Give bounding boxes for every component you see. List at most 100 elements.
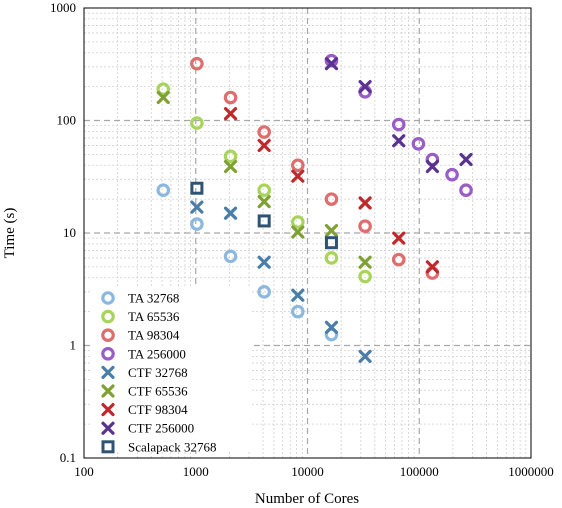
data-point: [411, 137, 426, 151]
data-point: [358, 255, 372, 269]
x-tick-label: 10000: [291, 464, 324, 479]
y-tick-label: 10: [63, 225, 76, 240]
data-point: [324, 236, 338, 250]
data-point: [324, 57, 339, 71]
data-point: [223, 159, 238, 174]
legend-marker: [101, 384, 115, 398]
data-point-stroke: [291, 169, 305, 183]
legend-marker: [101, 403, 115, 417]
legend-marker: [101, 421, 115, 435]
legend-marker-stroke: [101, 421, 115, 435]
data-point-stroke: [257, 138, 271, 153]
data-point: [291, 225, 305, 239]
data-point: [358, 349, 372, 364]
legend-label: TA 98304: [128, 328, 180, 343]
data-point: [358, 80, 372, 94]
legend-box: [92, 288, 252, 452]
data-point: [358, 196, 372, 210]
data-point-stroke: [358, 255, 372, 269]
data-point: [425, 159, 439, 174]
data-point: [459, 152, 473, 167]
data-point: [223, 149, 238, 164]
data-point-stroke: [156, 90, 170, 105]
data-point: [391, 117, 406, 132]
data-point: [223, 249, 238, 264]
legend-label: Scalapack 32768: [128, 439, 216, 454]
data-point-stroke: [459, 152, 473, 167]
data-point-stroke: [358, 196, 372, 210]
data-point: [257, 285, 271, 299]
data-point: [291, 169, 305, 183]
legend-label: TA 256000: [128, 346, 186, 361]
legend-marker-stroke: [101, 403, 115, 417]
data-markers: [156, 53, 473, 364]
x-tick-label: 1000000: [508, 464, 554, 479]
data-point: [391, 252, 406, 267]
x-tick-label: 100000: [400, 464, 439, 479]
legend-label: TA 32768: [128, 291, 179, 306]
legend-marker: [101, 346, 115, 361]
data-point: [223, 206, 238, 220]
data-point: [223, 107, 238, 121]
y-tick-label: 0.1: [60, 450, 76, 465]
data-point-stroke: [223, 159, 238, 174]
data-point: [324, 320, 339, 334]
data-point: [324, 251, 339, 265]
data-point-stroke: [291, 288, 305, 302]
legend-marker: [101, 328, 115, 342]
y-tick-label: 1: [70, 338, 77, 353]
legend-marker: [101, 365, 115, 379]
tick-labels: 100 1000 10000 100000 1000000 0.1 1 10 100 1000: [50, 0, 554, 479]
legend-marker-stroke: [101, 365, 115, 379]
data-point: [425, 260, 439, 274]
data-point-stroke: [223, 206, 238, 220]
y-tick-label: 1000: [50, 0, 76, 15]
plot-frame: [83, 7, 532, 459]
legend-label: CTF 98304: [128, 402, 188, 417]
data-point: [459, 183, 473, 198]
data-point: [358, 219, 372, 233]
data-point: [223, 90, 238, 105]
data-point-stroke: [190, 200, 204, 214]
data-point: [392, 231, 406, 245]
data-point: [291, 288, 305, 302]
data-point-stroke: [392, 134, 406, 148]
data-point: [257, 195, 271, 209]
data-point-stroke: [392, 231, 406, 245]
legend: TA 32768 TA 65536 TA 98304 TA 256000 CTF 327…: [101, 291, 216, 454]
data-point-stroke: [425, 159, 439, 174]
data-point: [324, 192, 339, 206]
legend-marker-stroke: [101, 384, 115, 398]
data-point: [190, 200, 204, 214]
legend-marker: [101, 440, 115, 454]
y-axis-label: Time (s): [2, 208, 18, 259]
grid: [84, 8, 531, 458]
data-point: [190, 181, 204, 195]
legend-marker: [101, 309, 115, 324]
data-point: [358, 269, 372, 284]
data-point: [291, 304, 305, 319]
legend-marker: [101, 291, 115, 305]
data-point-stroke: [358, 80, 372, 94]
data-point: [156, 90, 170, 105]
data-point: [190, 116, 204, 130]
data-point: [257, 138, 271, 153]
data-point-stroke: [425, 260, 439, 274]
data-point: [257, 125, 271, 139]
legend-label: CTF 65536: [128, 384, 188, 399]
x-tick-label: 1000: [183, 464, 209, 479]
data-point: [445, 167, 459, 182]
data-point: [324, 224, 339, 238]
data-point: [156, 82, 171, 96]
data-point: [190, 56, 204, 71]
legend-label: CTF 256000: [128, 421, 194, 436]
data-point: [392, 134, 406, 148]
data-point-stroke: [291, 225, 305, 239]
data-point-stroke: [324, 320, 339, 334]
y-tick-label: 100: [57, 113, 77, 128]
data-point: [190, 217, 204, 231]
data-point-stroke: [358, 349, 372, 364]
data-point: [257, 214, 271, 228]
x-axis-label: Number of Cores: [255, 491, 359, 507]
